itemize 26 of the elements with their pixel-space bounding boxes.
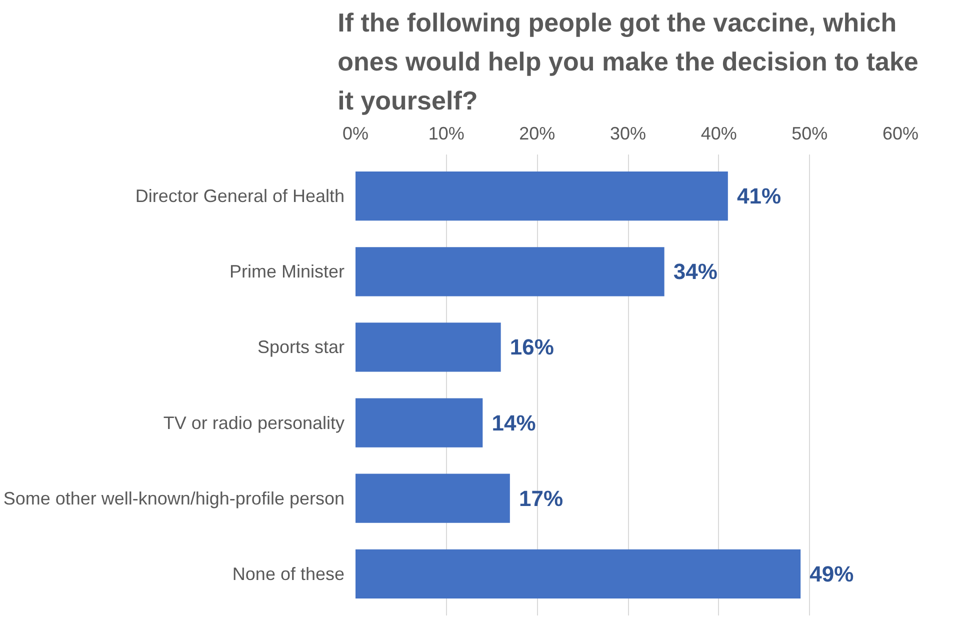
x-tick-label: 20% bbox=[519, 124, 556, 144]
data-label: 17% bbox=[519, 486, 564, 511]
bar bbox=[356, 549, 801, 598]
y-tick-label: TV or radio personality bbox=[163, 412, 345, 433]
data-label: 41% bbox=[737, 184, 782, 209]
x-tick-label: 10% bbox=[428, 124, 464, 144]
y-tick-label: Prime Minister bbox=[229, 262, 345, 282]
y-tick-label: Director General of Health bbox=[135, 186, 344, 206]
bar bbox=[356, 322, 501, 372]
x-tick-label: 60% bbox=[882, 124, 919, 144]
y-tick-label: None of these bbox=[232, 564, 344, 584]
data-label: 16% bbox=[510, 334, 554, 360]
bar bbox=[356, 172, 728, 221]
data-label: 49% bbox=[810, 561, 854, 586]
bar bbox=[356, 474, 510, 523]
data-label: 34% bbox=[673, 259, 718, 284]
chart-title: If the following people got the vaccine, which ones would help you make the decision to take it yourself? bbox=[338, 8, 918, 116]
x-tick-label: 0% bbox=[342, 124, 369, 144]
data-label: 14% bbox=[492, 410, 536, 436]
bar bbox=[356, 247, 664, 296]
bar bbox=[356, 398, 483, 448]
y-tick-label: Some other well-known/high-profile person bbox=[3, 488, 345, 508]
y-tick-label: Sports star bbox=[257, 337, 345, 358]
x-tick-label: 40% bbox=[700, 124, 737, 144]
x-tick-label: 30% bbox=[610, 124, 646, 144]
x-tick-label: 50% bbox=[792, 124, 828, 144]
